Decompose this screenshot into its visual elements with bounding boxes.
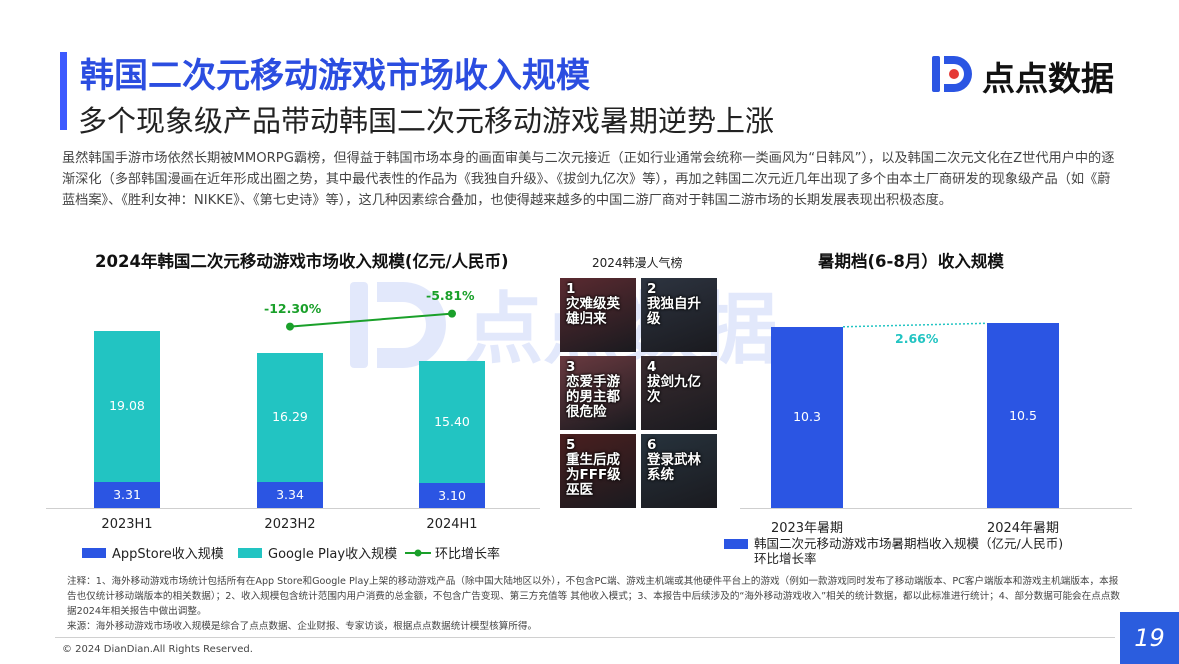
legend-appstore: AppStore收入规模 xyxy=(82,543,224,562)
bar-appstore-2024H1 xyxy=(419,483,485,508)
growth-value-label: -12.30% xyxy=(264,300,322,316)
ranking-tile-4: 4 拔剑九亿 次 xyxy=(641,356,717,430)
legend-growth-label: 环比增长率 xyxy=(435,547,501,562)
x-tick-label: 2024年暑期 xyxy=(986,521,1060,536)
page-title: 韩国二次元移动游戏市场收入规模 xyxy=(80,56,590,96)
ranking-tile-5: 5 重生后成 为FFF级 巫医 xyxy=(560,434,636,508)
ranking-tile-text: 5 重生后成 为FFF级 巫医 xyxy=(566,437,621,498)
page-number: 19 xyxy=(1120,612,1179,664)
title-accent-bar xyxy=(60,52,67,130)
ranking-tile-text: 1 灾难级英 雄归来 xyxy=(566,281,620,327)
ranking-grid: 1 灾难级英 雄归来 2 我独自升 级 3 恋爱手游 的男主都 很危险 4 拔剑九亿 … xyxy=(560,278,720,512)
legend-googleplay: Google Play收入规模 xyxy=(238,543,397,562)
right-chart-title: 暑期档(6-8月）收入规模 xyxy=(818,252,1004,271)
bar-appstore-2023H1 xyxy=(94,481,160,508)
ranking-tile-1: 1 灾难级英 雄归来 xyxy=(560,278,636,352)
ranking-tile-3: 3 恋爱手游 的男主都 很危险 xyxy=(560,356,636,430)
left-chart-title: 2024年韩国二次元移动游戏市场收入规模(亿元/人民币) xyxy=(95,252,509,271)
growth-value-label: -5.81% xyxy=(426,287,475,303)
bar-value-label: 19.08 xyxy=(109,398,145,414)
growth-line xyxy=(289,312,453,328)
legend-summer-swatch xyxy=(724,539,748,549)
legend-summer-labels: 韩国二次元移动游戏市场暑期档收入规模（亿元/人民币) 环比增长率 xyxy=(754,536,1063,566)
x-tick-label: 2023年暑期 xyxy=(770,521,844,536)
ranking-title: 2024韩漫人气榜 xyxy=(592,256,683,270)
legend-growth: 环比增长率 xyxy=(405,543,500,562)
ranking-tile-text: 3 恋爱手游 的男主都 很危险 xyxy=(566,359,620,420)
footer-divider xyxy=(55,637,1115,638)
bar-googleplay-2023H2 xyxy=(257,352,323,482)
growth-line-layer xyxy=(286,309,456,331)
ranking-tile-text: 6 登录武林 系统 xyxy=(647,437,701,483)
legend-appstore-swatch xyxy=(82,547,106,558)
bar-value-label: 3.10 xyxy=(438,487,466,503)
copyright: © 2024 DianDian.All Rights Reserved. xyxy=(62,644,253,655)
ranking-tile-text: 4 拔剑九亿 次 xyxy=(647,359,701,405)
growth-point xyxy=(448,309,456,318)
page-subtitle: 多个现象级产品带动韩国二次元移动游戏暑期逆势上涨 xyxy=(78,104,775,138)
legend-growth-swatch xyxy=(405,549,431,556)
bar-value-label: 3.34 xyxy=(276,486,304,502)
ranking-tile-text: 2 我独自升 级 xyxy=(647,281,701,327)
brand-logo: 点点数据 xyxy=(930,50,1130,100)
bar-summer-2024年暑期 xyxy=(987,323,1059,508)
left-chart-axis xyxy=(46,508,540,509)
bar-appstore-2023H2 xyxy=(257,481,323,508)
bar-googleplay-2023H1 xyxy=(94,330,160,482)
growth-point xyxy=(286,322,294,331)
bar-value-label: 10.3 xyxy=(793,409,821,425)
x-tick-label: 2023H1 xyxy=(101,517,153,532)
bar-value-label: 16.29 xyxy=(272,409,308,425)
legend-googleplay-swatch xyxy=(238,547,262,558)
intro-paragraph: 虽然韩国手游市场依然长期被MMORPG霸榜，但得益于韩国市场本身的画面审美与二次… xyxy=(62,151,1115,208)
bar-value-label: 10.5 xyxy=(1009,407,1037,423)
bar-value-label: 3.31 xyxy=(113,486,141,502)
bar-value-label: 15.40 xyxy=(434,414,470,430)
legend-appstore-label: AppStore收入规模 xyxy=(112,547,224,562)
logo-text: 点点数据 xyxy=(982,59,1114,98)
diandian-logo-icon xyxy=(932,56,972,92)
x-tick-label: 2023H2 xyxy=(264,517,316,532)
right-chart-area: 10.3 2023年暑期 10.5 2024年暑期 2.66% xyxy=(735,280,1135,536)
ranking-tile-6: 6 登录武林 系统 xyxy=(641,434,717,508)
notes-block: 注释：1、海外移动游戏市场统计包括所有在App Store和Google Pla… xyxy=(67,574,1127,634)
bar-googleplay-2024H1 xyxy=(419,361,485,484)
legend-summer: 韩国二次元移动游戏市场暑期档收入规模（亿元/人民币) 环比增长率 xyxy=(724,536,1063,566)
legend-summer-growth-label: 环比增长率 xyxy=(754,551,817,566)
growth-value-label: 2.66% xyxy=(895,331,939,347)
ranking-tile-2: 2 我独自升 级 xyxy=(641,278,717,352)
legend-summer-label: 韩国二次元移动游戏市场暑期档收入规模（亿元/人民币) xyxy=(754,536,1064,551)
x-tick-label: 2024H1 xyxy=(426,517,478,532)
left-chart-area: 3.31 19.08 2023H1 3.34 16.29 2023H2 3.10 15.40 2… xyxy=(40,280,550,532)
source-text: 来源：海外移动游戏市场收入规模是综合了点点数据、企业财报、专家访谈，根据点点数据… xyxy=(67,621,538,632)
bar-summer-2023年暑期 xyxy=(771,326,843,508)
growth-connector-layer xyxy=(842,322,988,328)
right-chart-axis xyxy=(740,508,1132,509)
notes-text: 注释：1、海外移动游戏市场统计包括所有在App Store和Google Pla… xyxy=(67,576,1121,617)
growth-connector xyxy=(842,322,988,328)
legend-googleplay-label: Google Play收入规模 xyxy=(268,547,398,562)
